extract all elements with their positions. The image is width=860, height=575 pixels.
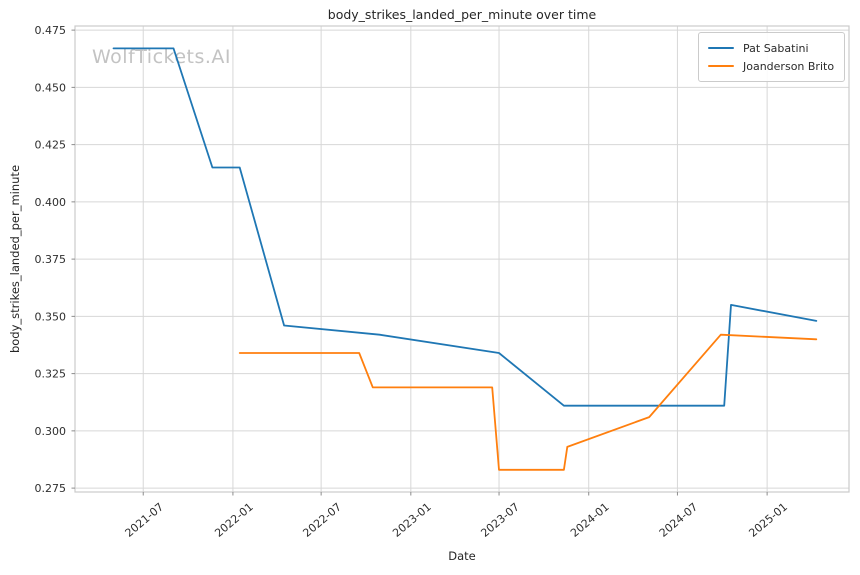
watermark-text: WolfTickets.AI <box>92 46 232 68</box>
legend-label: Pat Sabatini <box>743 41 809 55</box>
legend-label: Joanderson Brito <box>743 59 835 73</box>
legend-item-pat-sabatini: Pat Sabatini <box>708 40 836 56</box>
y-tick-label: 0.325 <box>35 368 67 381</box>
legend-line-swatch <box>708 46 734 50</box>
legend-item-joanderson-brito: Joanderson Brito <box>708 58 836 74</box>
x-tick-label: 2023-07 <box>478 500 522 540</box>
y-tick-label: 0.275 <box>35 482 67 495</box>
series-line-pat-sabatini <box>112 47 818 407</box>
y-tick-label: 0.375 <box>35 253 67 266</box>
legend: Pat Sabatini Joanderson Brito <box>698 32 845 82</box>
y-tick-label: 0.450 <box>35 81 67 94</box>
series-line-joanderson-brito <box>238 333 818 471</box>
y-tick-label: 0.475 <box>35 24 67 37</box>
y-tick-label: 0.300 <box>35 425 67 438</box>
x-tick-label: 2024-01 <box>568 500 612 540</box>
x-tick-label: 2022-07 <box>300 500 344 540</box>
y-tick-label: 0.425 <box>35 139 67 152</box>
y-tick-label: 0.350 <box>35 310 67 323</box>
x-axis-label: Date <box>448 549 476 563</box>
x-tick-label: 2021-07 <box>123 500 167 540</box>
x-tick-label: 2025-01 <box>746 500 790 540</box>
y-tick-label: 0.400 <box>35 196 67 209</box>
x-tick-label: 2022-01 <box>212 500 256 540</box>
x-tick-label: 2024-07 <box>657 500 701 540</box>
legend-line-swatch <box>708 64 734 68</box>
x-tick-label: 2023-01 <box>390 500 434 540</box>
chart-title: body_strikes_landed_per_minute over time <box>327 7 597 22</box>
